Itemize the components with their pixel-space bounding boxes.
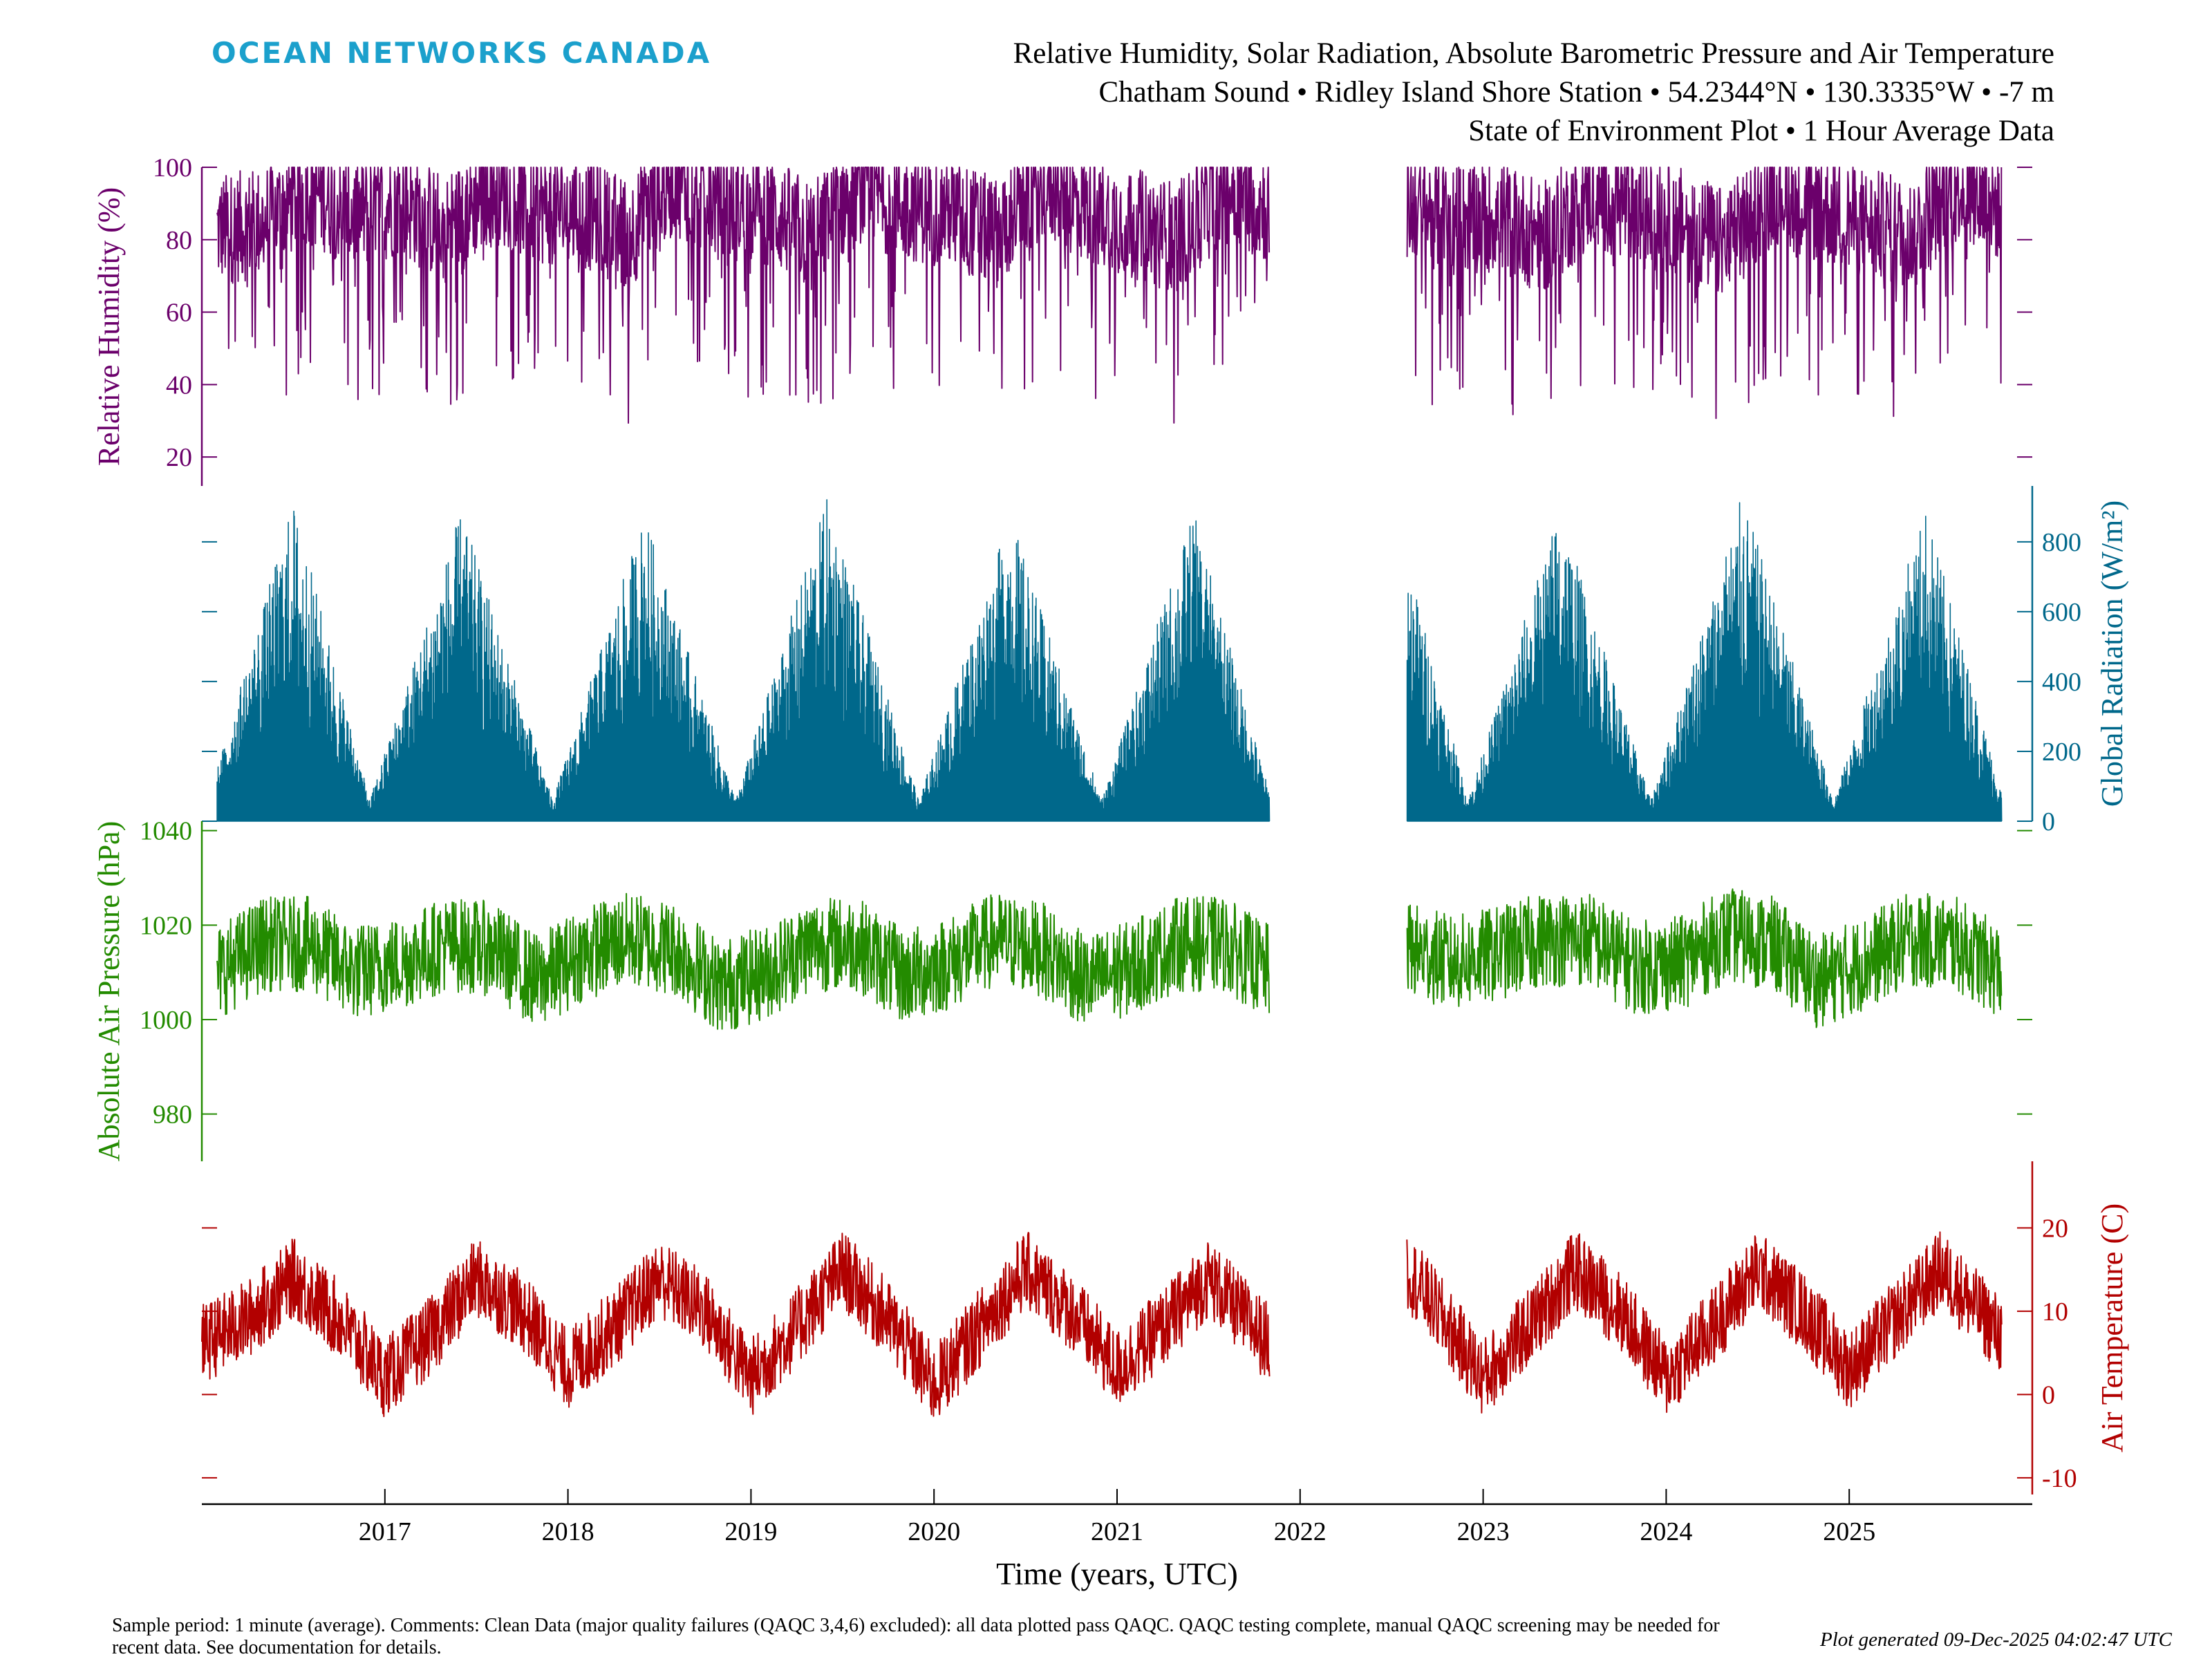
pressure-series-segment-1 [216,892,1271,1030]
x-tick-label-2018: 2018 [542,1517,594,1546]
pressure-panel: 980 1000 1020 1040 Absolute Air Pressure (hP… [92,817,2032,1162]
temperature-panel: -10 0 10 20 Air Temperature (C) [201,1161,2129,1494]
radiation-tick-label-200: 200 [2042,738,2081,767]
temperature-tick-label-10: 10 [2042,1297,2068,1327]
pressure-series-segment-2 [1406,888,2003,1029]
x-tick-label-2020: 2020 [908,1517,960,1546]
temperature-series-segment-1 [201,1232,1271,1418]
x-tick-label-2019: 2019 [724,1517,777,1546]
pressure-axis-label: Absolute Air Pressure (hPa) [92,821,126,1162]
temperature-axis-label: Air Temperature (C) [2095,1203,2129,1452]
x-tick-label-2017: 2017 [359,1517,411,1546]
title-line-1: Relative Humidity, Solar Radiation, Abso… [1013,37,2054,70]
x-tick-label-2023: 2023 [1457,1517,1510,1546]
temperature-tick-label-20: 20 [2042,1214,2068,1243]
humidity-series-segment-2 [1406,167,2003,420]
humidity-tick-label-80: 80 [166,226,192,255]
temperature-tick-label-0: 0 [2042,1380,2055,1409]
humidity-tick-label-100: 100 [153,153,192,182]
pressure-tick-label-1040: 1040 [140,817,192,846]
x-tick-label-2021: 2021 [1091,1517,1143,1546]
temperature-tick-label--10: -10 [2042,1464,2077,1493]
temperature-series-segment-2 [1406,1231,2003,1414]
title-line-2: Chatham Sound • Ridley Island Shore Stat… [1098,76,2054,109]
plot-generated-timestamp: Plot generated 09-Dec-2025 04:02:47 UTC [1819,1629,2172,1651]
radiation-tick-label-800: 800 [2042,528,2081,557]
radiation-series-segment-2 [1406,502,2003,822]
onc-logo: OCEAN NETWORKS CANADA [212,36,712,70]
radiation-axis-label: Global Radiation (W/m²) [2095,500,2129,807]
humidity-tick-label-40: 40 [166,371,192,400]
radiation-tick-label-0: 0 [2042,807,2055,836]
radiation-tick-label-400: 400 [2042,668,2081,697]
radiation-panel: 0 200 400 600 800 Global Radiation (W/m²) [202,486,2129,836]
x-tick-label-2024: 2024 [1640,1517,1692,1546]
humidity-axis-label: Relative Humidity (%) [92,187,126,466]
chart-title-block: Relative Humidity, Solar Radiation, Abso… [1013,35,2054,151]
footer-comment: Sample period: 1 minute (average). Comme… [112,1615,1720,1658]
x-tick-label-2025: 2025 [1823,1517,1875,1546]
radiation-tick-label-600: 600 [2042,598,2081,627]
x-axis-label: Time (years, UTC) [996,1556,1238,1591]
pressure-tick-label-1000: 1000 [140,1006,192,1035]
pressure-tick-label-1020: 1020 [140,911,192,940]
radiation-series-segment-1 [216,499,1271,822]
humidity-tick-label-60: 60 [166,299,192,328]
title-line-3: State of Environment Plot • 1 Hour Avera… [1468,115,2054,147]
pressure-tick-label-980: 980 [153,1100,192,1130]
x-tick-label-2022: 2022 [1274,1517,1327,1546]
humidity-panel: 20 40 60 80 100 Relative Humidity (%) [92,153,2032,486]
humidity-series-segment-1 [216,167,1271,424]
humidity-tick-label-20: 20 [166,443,192,472]
